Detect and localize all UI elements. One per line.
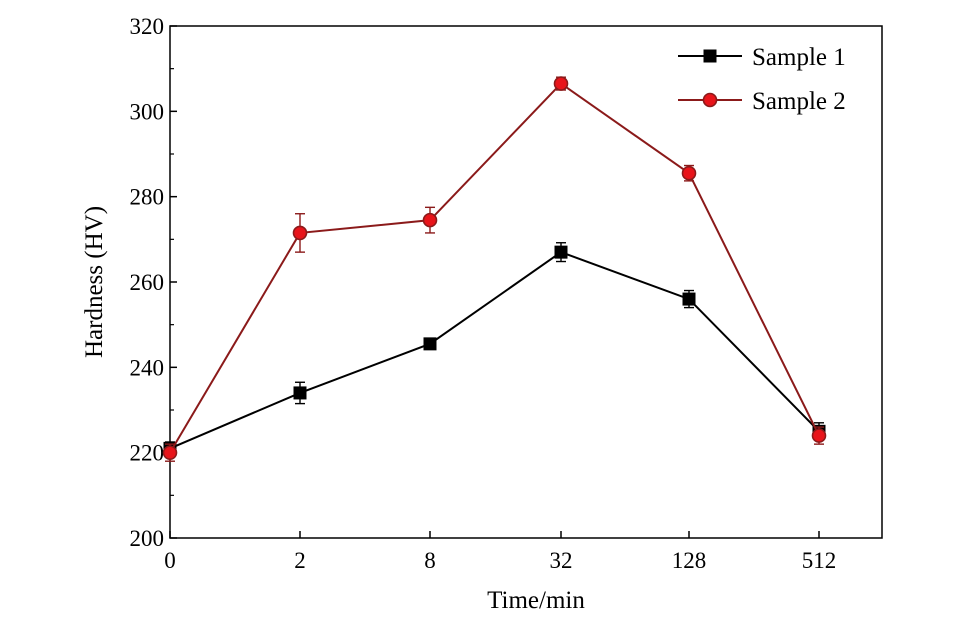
y-tick-label: 220 (130, 441, 165, 466)
y-axis: 200 220 240 260 280 300 320 (130, 14, 177, 551)
x-axis: 0 2 8 32 128 512 (164, 531, 836, 573)
y-tick-label: 260 (130, 270, 165, 295)
x-tick-label: 8 (424, 548, 436, 573)
y-axis-title: Hardness (HV) (81, 206, 108, 358)
x-tick-label: 128 (672, 548, 707, 573)
data-point (422, 212, 438, 228)
y-tick-label: 240 (130, 355, 165, 380)
data-point (681, 165, 697, 181)
series-1 (163, 242, 826, 456)
legend-item-1: Sample 1 (678, 44, 846, 71)
x-tick-label: 2 (294, 548, 306, 573)
series-line (169, 251, 820, 450)
data-point (162, 445, 178, 460)
x-tick-label: 0 (164, 548, 176, 573)
series-2 (162, 76, 827, 462)
y-tick-label: 300 (130, 99, 165, 124)
data-point (423, 337, 437, 351)
data-point (811, 428, 827, 443)
legend-marker (702, 92, 718, 108)
series-line (169, 82, 820, 454)
y-tick-label: 280 (130, 185, 165, 210)
x-tick-label: 512 (802, 548, 837, 573)
x-axis-title: Time/min (487, 587, 585, 614)
data-point (682, 292, 696, 306)
legend-item-2: Sample 2 (678, 88, 846, 115)
legend-marker (703, 49, 717, 63)
y-tick-label: 200 (130, 526, 165, 551)
data-point (292, 225, 308, 241)
data-point (554, 245, 568, 259)
y-tick-label: 320 (130, 14, 165, 39)
x-tick-label: 32 (550, 548, 573, 573)
legend-label: Sample 1 (752, 44, 846, 71)
data-point (553, 76, 569, 91)
series-layer (162, 76, 827, 462)
data-point (293, 386, 307, 400)
legend-label: Sample 2 (752, 88, 846, 115)
legend: Sample 1 Sample 2 (678, 44, 846, 115)
